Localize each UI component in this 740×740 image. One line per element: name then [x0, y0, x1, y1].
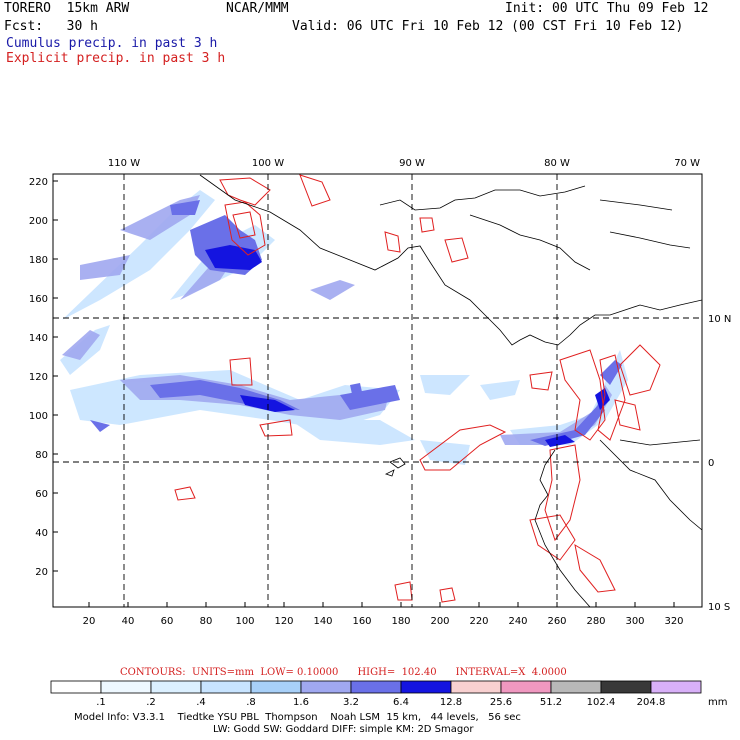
- colorbar-swatch: [50, 680, 102, 694]
- x-tick-label: 100: [235, 616, 254, 627]
- forecast-hour: Fcst: 30 h: [4, 19, 98, 34]
- colorbar-swatch: [300, 680, 352, 694]
- y-tick-label: 120: [29, 372, 48, 383]
- lon-label-110w: 110 W: [108, 158, 140, 169]
- x-tick-label: 320: [664, 616, 683, 627]
- axis-ticks: [53, 180, 675, 607]
- x-tick-label: 240: [508, 616, 527, 627]
- colorbar-swatch: [550, 680, 602, 694]
- model-info-line2: LW: Godd SW: Goddard DIFF: simple KM: 2D…: [213, 724, 474, 735]
- x-tick-label: 160: [352, 616, 371, 627]
- colorbar-swatch: [350, 680, 402, 694]
- cumulus-legend: Cumulus precip. in past 3 h: [6, 36, 218, 51]
- x-tick-label: 200: [430, 616, 449, 627]
- model-info-line1: Model Info: V3.3.1 Tiedtke YSU PBL Thomp…: [74, 712, 521, 723]
- x-tick-label: 80: [200, 616, 213, 627]
- colorbar-swatch: [650, 680, 702, 694]
- y-tick-label: 160: [29, 294, 48, 305]
- x-tick-label: 280: [586, 616, 605, 627]
- colorbar-swatch: [400, 680, 452, 694]
- lat-lon-grid: [53, 174, 702, 607]
- colorbar-label: .8: [246, 697, 256, 708]
- x-tick-label: 300: [625, 616, 644, 627]
- org-label: NCAR/MMM: [226, 1, 289, 16]
- colorbar-swatch: [600, 680, 652, 694]
- x-tick-label: 260: [547, 616, 566, 627]
- colorbar-swatch: [250, 680, 302, 694]
- y-tick-label: 20: [35, 567, 48, 578]
- y-tick-label: 220: [29, 177, 48, 188]
- lat-label-10s: 10 S: [708, 602, 730, 613]
- x-tick-label: 120: [274, 616, 293, 627]
- colorbar-label: 204.8: [637, 697, 666, 708]
- y-tick-label: 80: [35, 450, 48, 461]
- lon-label-70w: 70 W: [674, 158, 700, 169]
- init-time: Init: 00 UTC Thu 09 Feb 12: [505, 1, 709, 16]
- precip-field: [60, 174, 702, 607]
- colorbar-units: mm: [708, 697, 727, 708]
- y-tick-label: 140: [29, 333, 48, 344]
- colorbar-swatch: [200, 680, 252, 694]
- y-tick-label: 180: [29, 255, 48, 266]
- colorbar-label: 3.2: [343, 697, 359, 708]
- model-title: TORERO 15km ARW: [4, 1, 130, 16]
- valid-time: Valid: 06 UTC Fri 10 Feb 12 (00 CST Fri …: [292, 19, 684, 34]
- map-frame: [52, 173, 703, 608]
- x-tick-label: 60: [161, 616, 174, 627]
- contours-info: CONTOURS: UNITS=mm LOW= 0.10000 HIGH= 10…: [120, 667, 567, 678]
- x-tick-label: 40: [122, 616, 135, 627]
- y-tick-label: 60: [35, 489, 48, 500]
- colorbar-swatch: [500, 680, 552, 694]
- colorbar-swatch: [100, 680, 152, 694]
- lat-label-0: 0: [708, 458, 714, 469]
- x-tick-label: 20: [83, 616, 96, 627]
- colorbar-label: 12.8: [440, 697, 462, 708]
- colorbar-label: .1: [96, 697, 106, 708]
- colorbar-swatch: [150, 680, 202, 694]
- x-tick-label: 140: [313, 616, 332, 627]
- colorbar-label: 51.2: [540, 697, 562, 708]
- x-tick-label: 180: [391, 616, 410, 627]
- colorbar-label: .2: [146, 697, 156, 708]
- explicit-legend: Explicit precip. in past 3 h: [6, 51, 226, 66]
- colorbar-label: 25.6: [490, 697, 512, 708]
- colorbar-swatch: [450, 680, 502, 694]
- y-tick-label: 100: [29, 411, 48, 422]
- lat-label-10n: 10 N: [708, 314, 731, 325]
- y-tick-label: 40: [35, 528, 48, 539]
- lon-label-80w: 80 W: [544, 158, 570, 169]
- colorbar-label: 6.4: [393, 697, 409, 708]
- colorbar-labels: .1 .2 .4 .8 1.6 3.2 6.4 12.8 25.6 51.2 1…: [96, 697, 665, 708]
- lon-label-90w: 90 W: [399, 158, 425, 169]
- colorbar-label: .4: [196, 697, 206, 708]
- colorbar-label: 1.6: [293, 697, 309, 708]
- x-tick-label: 220: [469, 616, 488, 627]
- y-tick-label: 200: [29, 216, 48, 227]
- lon-label-100w: 100 W: [252, 158, 284, 169]
- colorbar: [50, 680, 702, 694]
- colorbar-label: 102.4: [587, 697, 616, 708]
